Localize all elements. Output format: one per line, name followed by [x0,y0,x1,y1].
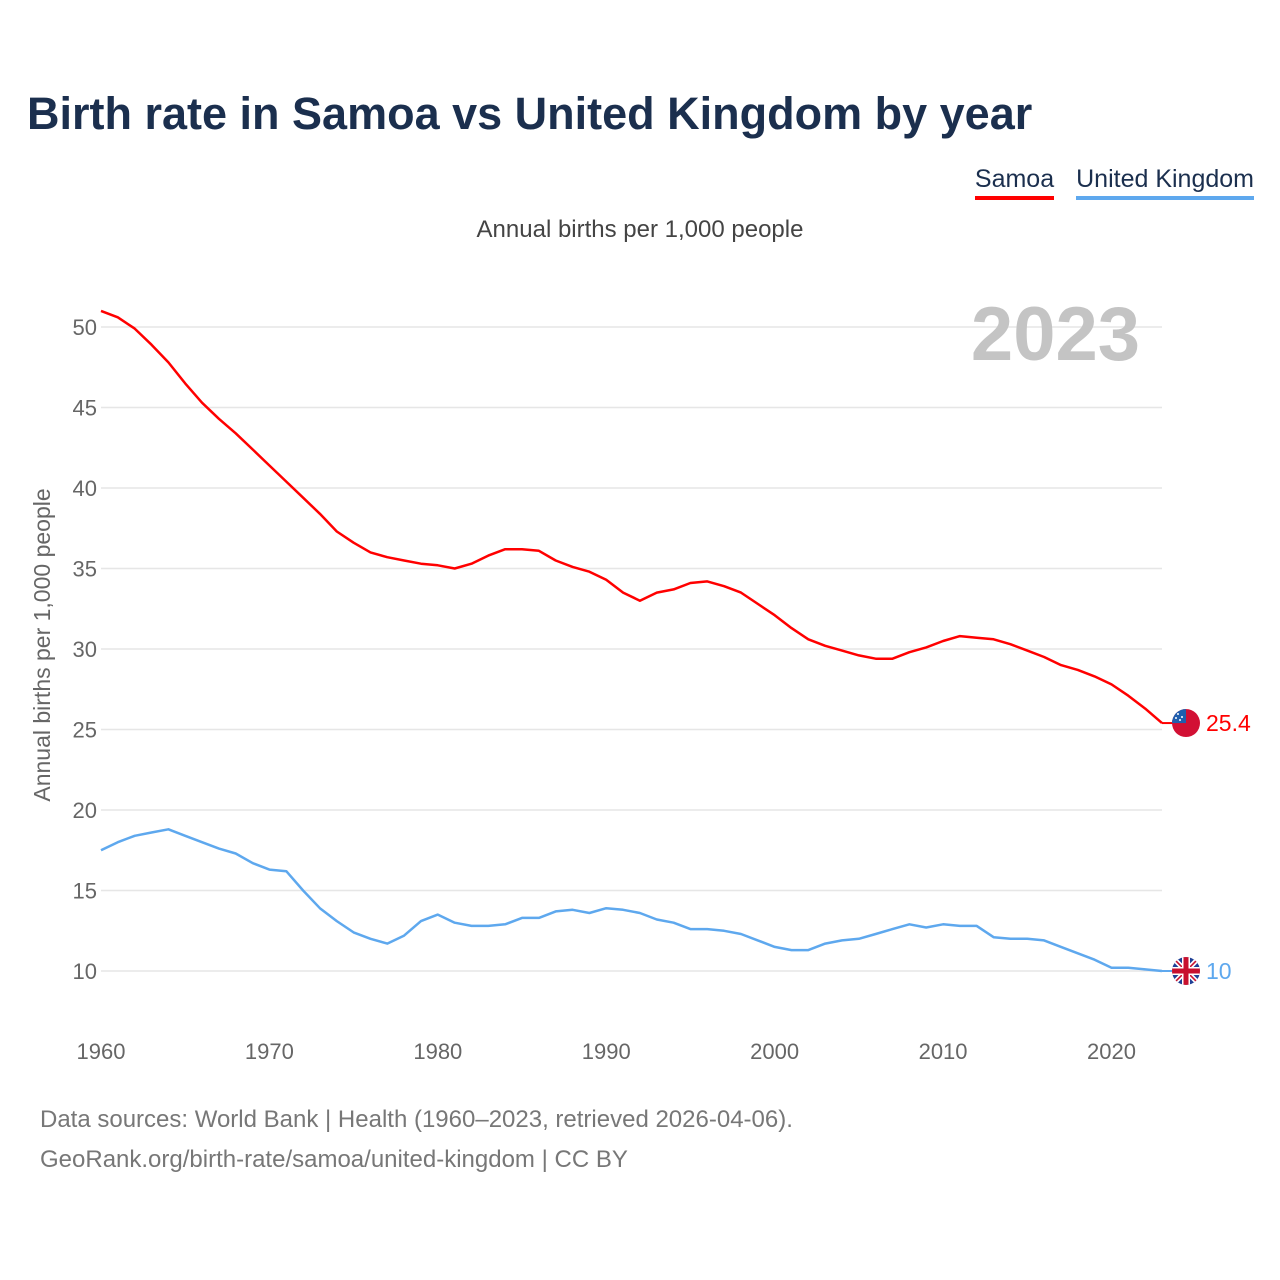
y-tick-label: 20 [73,798,97,823]
x-tick-label: 1960 [77,1039,126,1064]
legend-item-samoa[interactable]: Samoa [974,165,1055,200]
flag-canton [1172,709,1186,724]
flag-samoa-icon [1172,709,1200,738]
end-value-label-united-kingdom: 10 [1206,958,1232,984]
flag-body [1172,709,1200,738]
x-tick-label: 2010 [919,1039,968,1064]
chart-subtitle: Annual births per 1,000 people [476,216,804,243]
x-tick-label: 1980 [413,1039,462,1064]
y-tick-label: 30 [73,637,97,662]
flag-cross-red [1172,968,1200,974]
series-line-united-kingdom [100,828,1163,973]
footer-credit[interactable]: GeoRank.org/birth-rate/samoa/united-king… [40,1146,628,1173]
y-tick-label: 50 [73,315,97,340]
series-line-samoa [100,309,1163,725]
flag-star [1175,717,1177,720]
y-tick-label: 35 [73,557,97,582]
x-tick-label: 2020 [1087,1039,1136,1064]
y-tick-label: 15 [73,879,97,904]
legend: Samoa United Kingdom [974,165,1254,200]
x-tick-label: 1970 [245,1039,294,1064]
y-tick-label: 25 [73,718,97,743]
flag-star [1181,716,1183,719]
y-tick-label: 40 [73,476,97,501]
legend-item-united-kingdom[interactable]: United Kingdom [1076,165,1254,200]
x-tick-label: 2000 [750,1039,799,1064]
end-value-label-samoa: 25.4 [1206,710,1251,736]
y-tick-label: 45 [73,396,97,421]
y-tick-label: 10 [73,959,97,984]
chart-title: Birth rate in Samoa vs United Kingdom by… [27,88,1033,139]
x-tick-label: 1990 [582,1039,631,1064]
y-axis-label: Annual births per 1,000 people [29,488,55,801]
flag-star [1179,719,1181,722]
footer-sources: Data sources: World Bank | Health (1960–… [40,1106,793,1133]
flag-body [1172,957,1200,985]
flag-united-kingdom-icon [1172,957,1200,985]
flag-star [1177,713,1179,716]
year-badge: 2023 [971,292,1140,377]
